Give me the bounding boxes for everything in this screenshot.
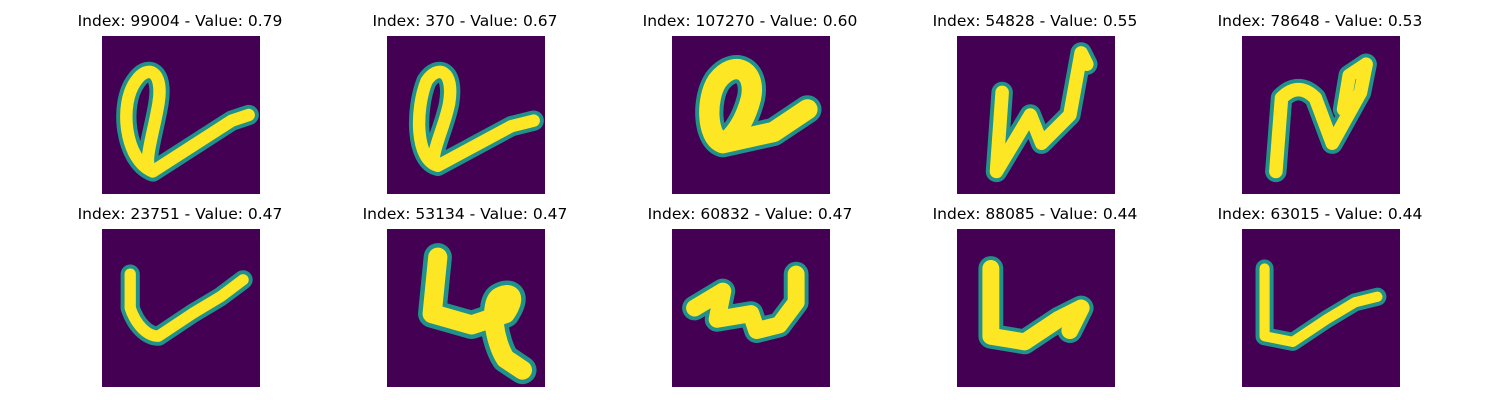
digit-image [387, 229, 545, 387]
digit-image [672, 36, 830, 194]
panel-7: Index: 53134 - Value: 0.47 [345, 203, 585, 388]
panel-5: Index: 78648 - Value: 0.53 [1200, 10, 1440, 195]
panel-title: Index: 99004 - Value: 0.79 [77, 12, 283, 30]
panel-3: Index: 107270 - Value: 0.60 [630, 10, 870, 195]
panel-8: Index: 60832 - Value: 0.47 [630, 203, 870, 388]
digit-image [957, 36, 1115, 194]
panel-2: Index: 370 - Value: 0.67 [345, 10, 585, 195]
digit-image [102, 229, 260, 387]
panel-title: Index: 60832 - Value: 0.47 [647, 205, 853, 223]
panel-title: Index: 23751 - Value: 0.47 [77, 205, 283, 223]
panel-title: Index: 53134 - Value: 0.47 [362, 205, 568, 223]
panel-title: Index: 88085 - Value: 0.44 [932, 205, 1138, 223]
digit-image [1242, 229, 1400, 387]
digit-image [672, 229, 830, 387]
digit-image [102, 36, 260, 194]
panel-title: Index: 370 - Value: 0.67 [372, 12, 558, 30]
digit-image [957, 229, 1115, 387]
digit-image [387, 36, 545, 194]
panel-title: Index: 107270 - Value: 0.60 [642, 12, 858, 30]
panel-10: Index: 63015 - Value: 0.44 [1200, 203, 1440, 388]
panel-6: Index: 23751 - Value: 0.47 [60, 203, 300, 388]
panel-title: Index: 63015 - Value: 0.44 [1217, 205, 1423, 223]
panel-title: Index: 78648 - Value: 0.53 [1217, 12, 1423, 30]
digit-image [1242, 36, 1400, 194]
panel-1: Index: 99004 - Value: 0.79 [60, 10, 300, 195]
panel-9: Index: 88085 - Value: 0.44 [915, 203, 1155, 388]
panel-title: Index: 54828 - Value: 0.55 [932, 12, 1138, 30]
panel-4: Index: 54828 - Value: 0.55 [915, 10, 1155, 195]
